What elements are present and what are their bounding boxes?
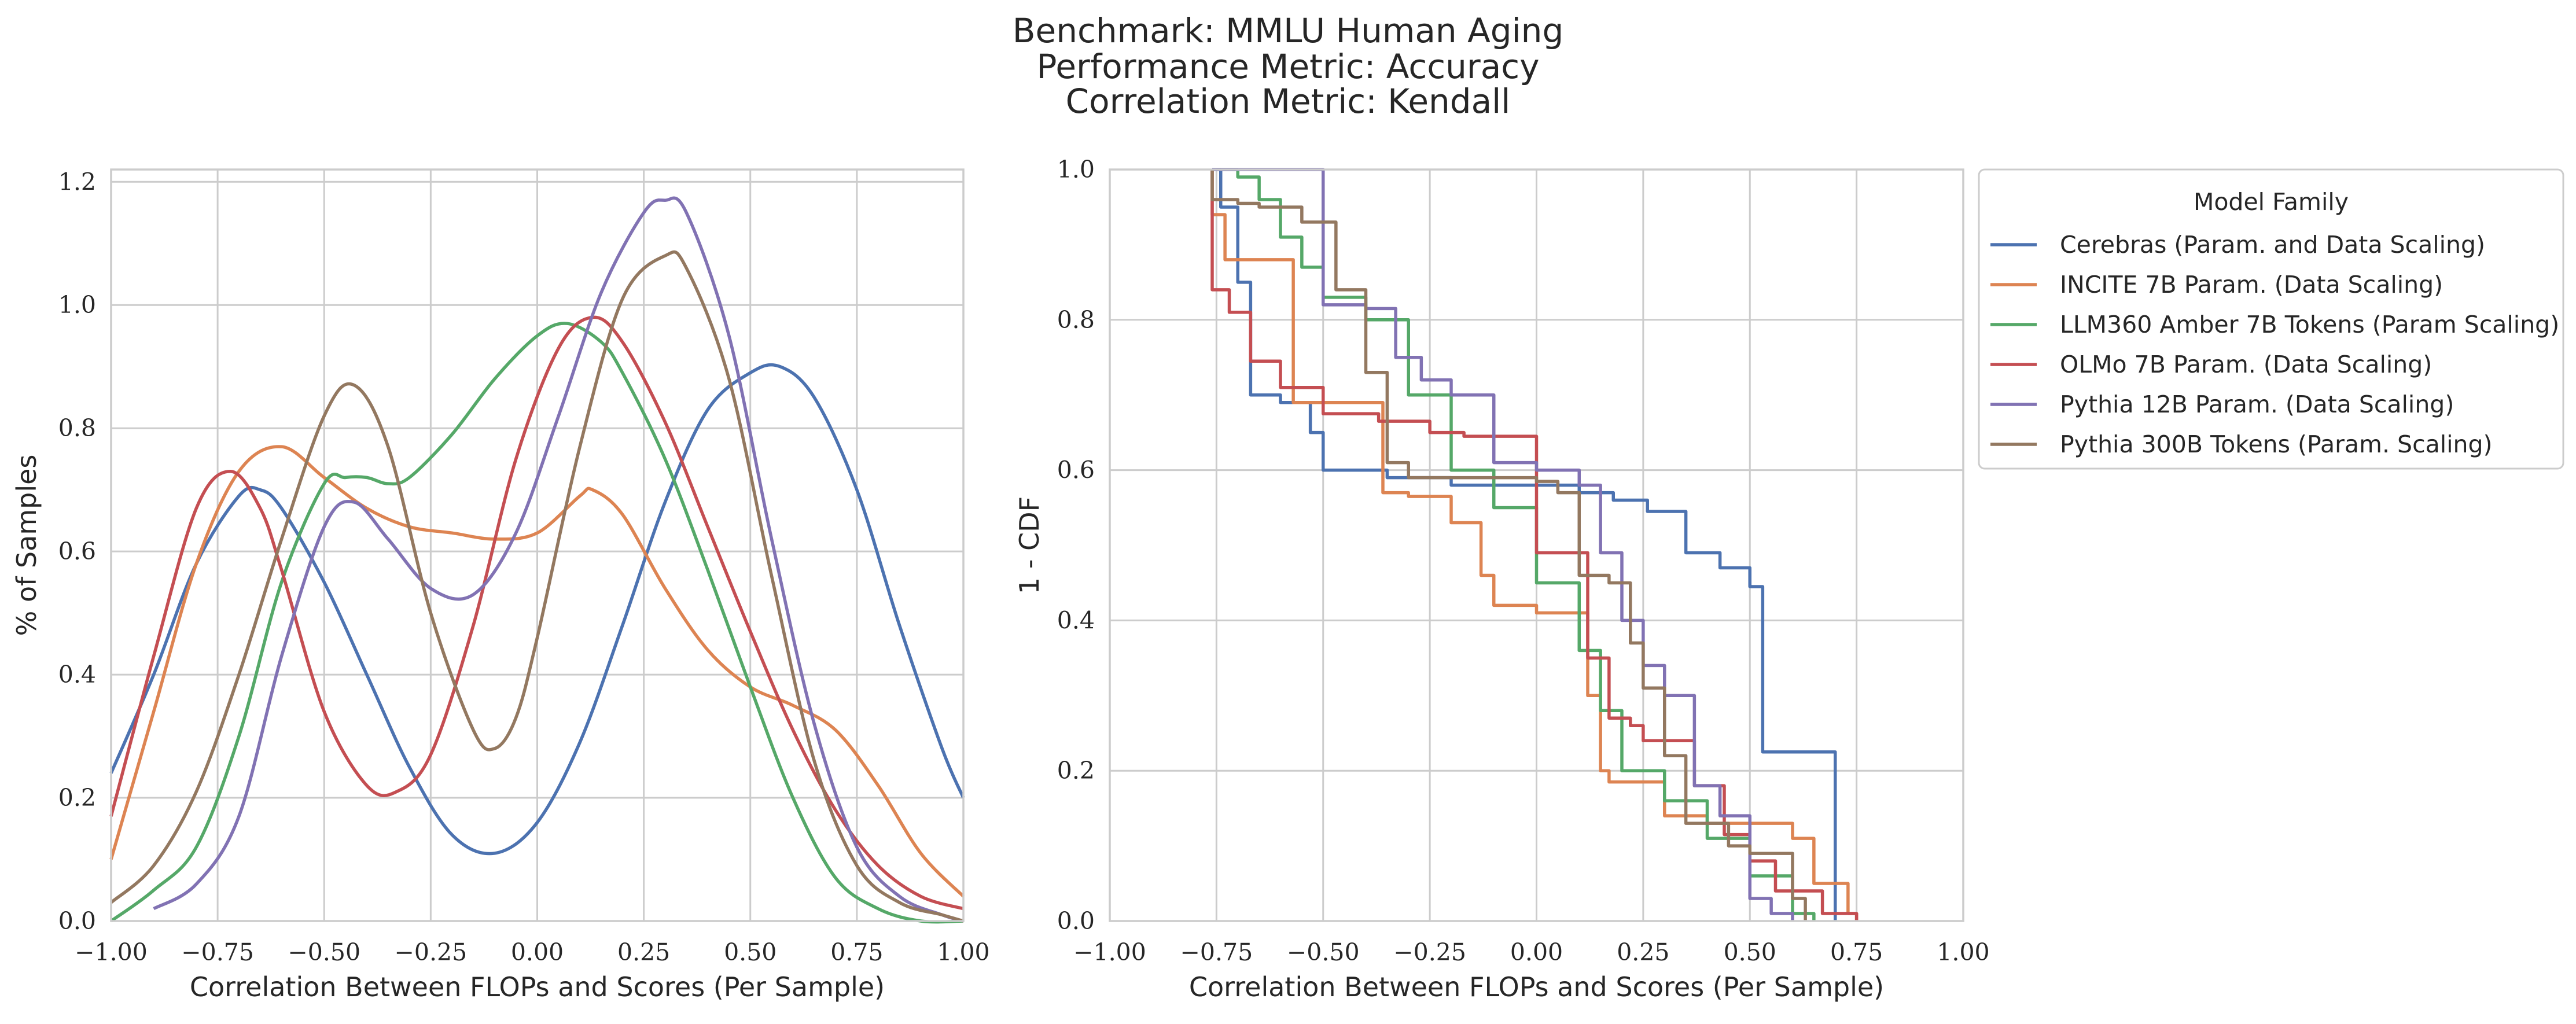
- x-tick-label: −1.00: [1073, 938, 1146, 966]
- x-tick-label: 0.75: [1830, 938, 1883, 966]
- y-tick-label: 0.0: [1057, 907, 1095, 935]
- x-tick-label: −0.50: [288, 938, 360, 966]
- axes-frame: [1109, 168, 1964, 922]
- series-line-olmo-7b-param-data-scaling: [1210, 170, 1859, 921]
- y-tick-label: 0.8: [58, 414, 96, 442]
- y-tick-label: 0.6: [58, 537, 96, 565]
- y-tick-label: 0.8: [1057, 306, 1095, 334]
- legend-entry: Cerebras (Param. and Data Scaling): [2060, 231, 2485, 259]
- series-line-llm360-amber-7b-tokens-param-scaling: [1216, 168, 1816, 921]
- y-tick-label: 1.0: [1057, 156, 1095, 183]
- series-line-pythia-300b-tokens-param-scaling: [110, 250, 964, 923]
- series-line-incite-7b-param-data-scaling: [109, 445, 965, 898]
- x-tick-label: 0.25: [1617, 938, 1669, 966]
- x-axis-label: Correlation Between FLOPs and Scores (Pe…: [190, 971, 885, 1003]
- legend-entry: Pythia 12B Param. (Data Scaling): [2060, 391, 2454, 418]
- x-tick-label: 0.50: [724, 938, 777, 966]
- y-axis-label: 1 - CDF: [1014, 496, 1045, 594]
- panel-kde: −1.00 −0.75 −0.50 −0.25 0.00 0.25 0.50 0.75 1.00…: [11, 168, 990, 1003]
- legend-entry: OLMo 7B Param. (Data Scaling): [2060, 351, 2432, 378]
- y-tick-label: 0.6: [1057, 456, 1095, 484]
- x-tick-label: −0.75: [1180, 938, 1253, 966]
- y-tick-label: 0.4: [58, 661, 96, 688]
- y-tick-label: 1.0: [58, 291, 96, 319]
- panel-survival: −1.00 −0.75 −0.50 −0.25 0.00 0.25 0.50 0.75 1.00…: [1014, 156, 2564, 1003]
- series-line-pythia-300b-tokens-param-scaling: [1210, 170, 1807, 921]
- series-line-incite-7b-param-data-scaling: [1210, 170, 1859, 921]
- x-axis-label: Correlation Between FLOPs and Scores (Pe…: [1189, 971, 1884, 1003]
- y-axis-label: % of Samples: [11, 455, 42, 636]
- x-tick-label: −0.50: [1287, 938, 1360, 966]
- y-tick-label: 0.0: [58, 907, 96, 935]
- x-tick-label: 1.00: [937, 938, 989, 966]
- x-tick-label: 1.00: [1937, 938, 1989, 966]
- x-tick-label: 0.00: [1510, 938, 1563, 966]
- x-tick-label: 0.00: [511, 938, 564, 966]
- x-tick-label: 0.75: [830, 938, 883, 966]
- figure-title-line-2: Performance Metric: Accuracy: [1036, 47, 1540, 86]
- series-line-olmo-7b-param-data-scaling: [109, 315, 964, 911]
- legend: Model Family Cerebras (Param. and Data Sc…: [1978, 168, 2564, 470]
- figure-title-line-3: Correlation Metric: Kendall: [1065, 82, 1511, 121]
- y-tick-label: 0.2: [1057, 757, 1095, 784]
- x-tick-label: −1.00: [75, 938, 148, 966]
- axes-frame: [110, 168, 965, 922]
- series-line-cerebras-param-and-data-scaling: [109, 363, 965, 856]
- figure-title-line-1: Benchmark: MMLU Human Aging: [1012, 11, 1564, 50]
- x-tick-label: −0.25: [395, 938, 468, 966]
- y-tick-label: 0.2: [58, 784, 96, 812]
- x-tick-label: −0.75: [181, 938, 254, 966]
- legend-entry: LLM360 Amber 7B Tokens (Param Scaling): [2060, 311, 2559, 338]
- series-line-pythia-12b-param-data-scaling: [1212, 168, 1794, 921]
- legend-entry: Pythia 300B Tokens (Param. Scaling): [2060, 430, 2493, 458]
- x-tick-label: 0.25: [617, 938, 670, 966]
- series-line-pythia-12b-param-data-scaling: [153, 196, 964, 923]
- legend-title: Model Family: [2194, 188, 2349, 216]
- legend-box: [1978, 168, 2564, 470]
- x-tick-label: 0.50: [1724, 938, 1776, 966]
- legend-entry: INCITE 7B Param. (Data Scaling): [2060, 271, 2443, 299]
- x-tick-label: −0.25: [1393, 938, 1466, 966]
- y-tick-label: 1.2: [58, 168, 96, 196]
- y-tick-label: 0.4: [1057, 606, 1095, 634]
- series-line-llm360-amber-7b-tokens-param-scaling: [110, 322, 964, 924]
- series-line-cerebras-param-and-data-scaling: [1212, 168, 1837, 921]
